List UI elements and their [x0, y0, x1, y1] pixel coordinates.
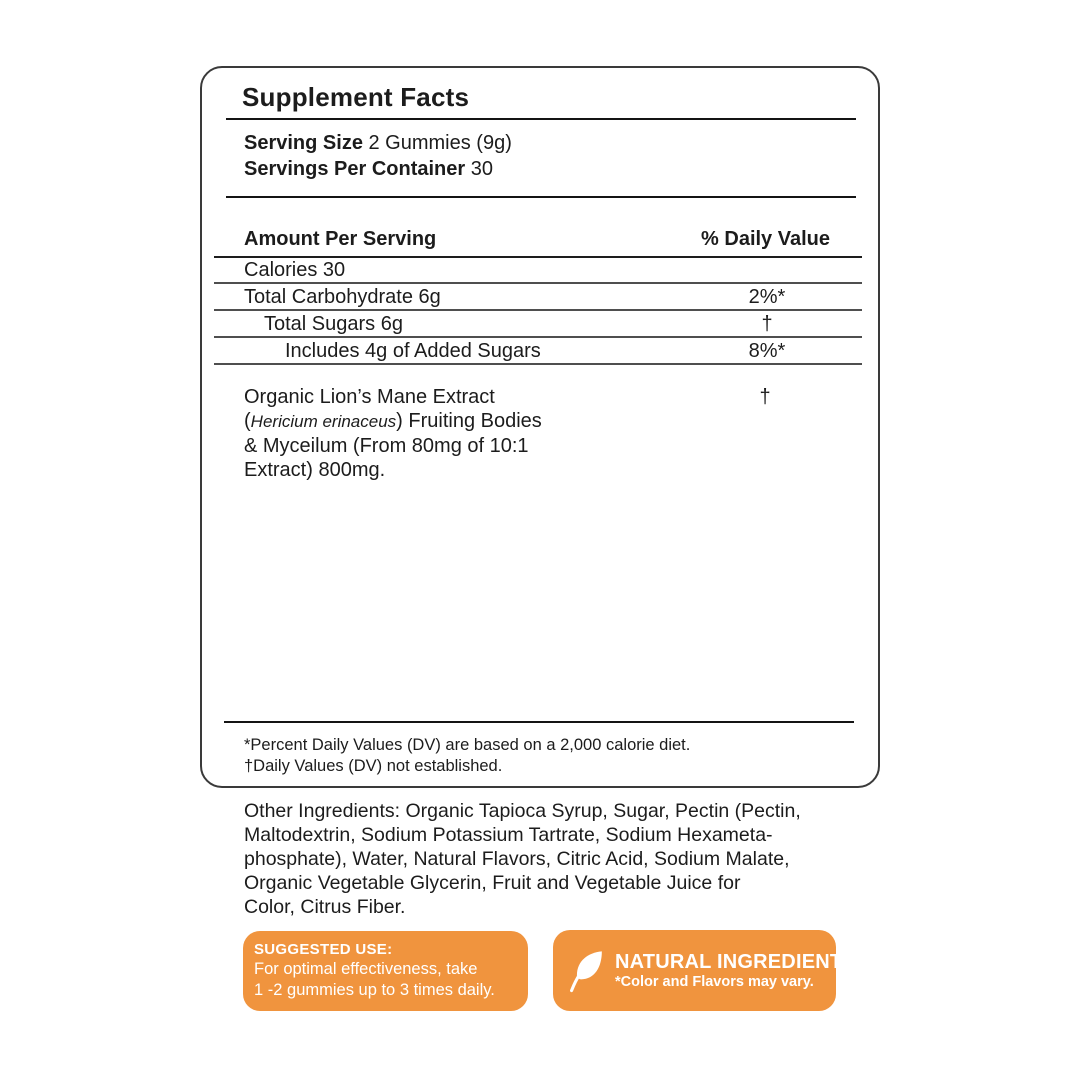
extract-line-2: (Hericium erinaceus) Fruiting Bodies [244, 409, 542, 434]
natural-ingredients-heading: NATURAL INGREDIENTS [615, 950, 856, 973]
servings-per-container-line: Servings Per Container 30 [244, 156, 512, 182]
divider [226, 196, 856, 198]
latin-name: Hericium erinaceus [250, 412, 397, 431]
extract-daily-value: † [759, 386, 771, 408]
paren: ( [244, 410, 251, 432]
amount-per-serving-header: Amount Per Serving [244, 228, 437, 250]
daily-value-header: % Daily Value [701, 228, 830, 250]
extract-line-4: Extract) 800mg. [244, 459, 386, 481]
serving-size-line: Serving Size 2 Gummies (9g) [244, 130, 512, 156]
serving-size-value: 2 Gummies (9g) [362, 132, 512, 154]
footnote-percent-dv: *Percent Daily Values (DV) are based on … [244, 736, 691, 754]
extract-line-1: Organic Lion’s Mane Extract [244, 386, 495, 408]
natural-ingredients-badge: NATURAL INGREDIENTS *Color and Flavors m… [553, 930, 856, 1011]
other-ingredients-line: Other Ingredients: Organic Tapioca Syrup… [244, 800, 801, 822]
other-ingredients-line: Color, Citrus Fiber. [244, 896, 406, 918]
table-row-total-carbohydrate: Total Carbohydrate 6g 2%* [214, 284, 862, 311]
suggested-use-heading: SUGGESTED USE: [254, 941, 393, 958]
row-label: Total Sugars 6g [264, 313, 403, 335]
other-ingredients-line: Organic Vegetable Glycerin, Fruit and Ve… [244, 872, 741, 894]
extract-line-3: & Myceilum (From 80mg of 10:1 [244, 435, 529, 457]
lions-mane-extract-entry: Organic Lion’s Mane Extract (Hericium er… [244, 385, 771, 482]
natural-ingredients-text: NATURAL INGREDIENTS *Color and Flavors m… [615, 951, 856, 991]
natural-ingredients-subtext: *Color and Flavors may vary. [615, 973, 814, 990]
servings-per-container-label: Servings Per Container [244, 158, 466, 180]
row-label: Total Carbohydrate 6g [244, 286, 441, 308]
suggested-use-badge: SUGGESTED USE: For optimal effectiveness… [243, 931, 528, 1011]
servings-per-container-value: 30 [465, 158, 493, 180]
table-header: Amount Per Serving % Daily Value [244, 228, 830, 251]
divider [214, 256, 862, 258]
footnotes: *Percent Daily Values (DV) are based on … [244, 735, 690, 776]
other-ingredients: Other Ingredients: Organic Tapioca Syrup… [244, 799, 801, 919]
table-row-total-sugars: Total Sugars 6g † [214, 311, 862, 338]
row-label: Includes 4g of Added Sugars [285, 340, 541, 362]
extract-line-2-rest: ) Fruiting Bodies [396, 410, 542, 432]
table-row-added-sugars: Includes 4g of Added Sugars 8%* [214, 338, 862, 365]
footnote-dagger: †Daily Values (DV) not established. [244, 756, 503, 775]
divider [224, 721, 854, 723]
table-row-calories: Calories 30 [214, 257, 862, 284]
row-value: 8%* [748, 340, 786, 362]
row-value: 2%* [748, 286, 786, 308]
other-ingredients-line: phosphate), Water, Natural Flavors, Citr… [244, 848, 790, 870]
row-label: Calories 30 [244, 259, 346, 281]
suggested-use-line: For optimal effectiveness, take [254, 960, 478, 978]
row-value: † [761, 313, 773, 335]
other-ingredients-line: Maltodextrin, Sodium Potassium Tartrate,… [244, 824, 773, 846]
serving-info: Serving Size 2 Gummies (9g) Servings Per… [244, 130, 512, 182]
supplement-facts-panel: Supplement Facts Serving Size 2 Gummies … [200, 66, 880, 788]
nutrition-table: Calories 30 Total Carbohydrate 6g 2%* To… [214, 257, 862, 365]
divider [226, 118, 856, 120]
suggested-use-line: 1 -2 gummies up to 3 times daily. [254, 981, 495, 999]
serving-size-label: Serving Size [244, 132, 363, 154]
panel-title: Supplement Facts [242, 82, 470, 112]
leaf-icon [570, 950, 602, 992]
